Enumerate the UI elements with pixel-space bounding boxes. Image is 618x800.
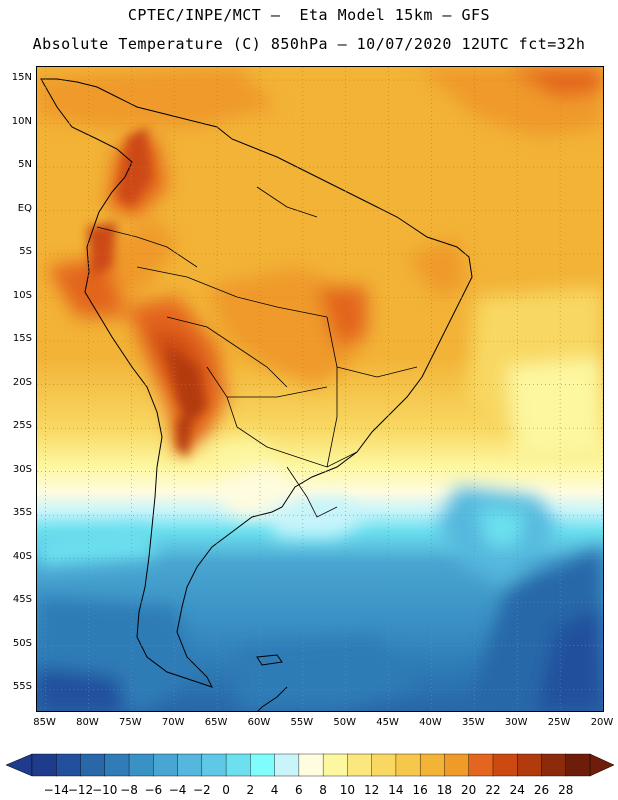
- colorbar-swatch: [274, 753, 300, 777]
- latitude-label: 10N: [11, 115, 32, 127]
- colorbar-tick-label: −4: [168, 783, 187, 797]
- colorbar-swatch: [468, 753, 494, 777]
- colorbar-swatch: [492, 753, 518, 777]
- colorbar-tick-label: −14: [43, 783, 69, 797]
- latitude-label: 45S: [12, 594, 32, 606]
- chart-subtitle: Absolute Temperature (C) 850hPa – 10/07/…: [32, 35, 586, 53]
- longitude-label: 80W: [76, 717, 99, 728]
- colorbar-tick-label: 2: [246, 783, 255, 797]
- colorbar-swatch: [565, 753, 591, 777]
- colorbar-swatch: [225, 753, 252, 777]
- latitude-label: 35S: [12, 507, 32, 519]
- colorbar-tick-label: −6: [144, 783, 163, 797]
- latitude-label: 5N: [18, 159, 32, 171]
- graticule: [37, 67, 603, 711]
- colorbar-high-arrow: [589, 753, 615, 777]
- colorbar-swatch: [347, 753, 373, 777]
- colorbar-swatch: [395, 753, 421, 777]
- longitude-label: 70W: [161, 717, 185, 728]
- coastline: [40, 78, 473, 711]
- longitude-label: 65W: [204, 717, 228, 728]
- temperature-map: [37, 67, 603, 711]
- colorbar-tick-label: 14: [388, 783, 404, 797]
- colorbar-tick-label: 28: [558, 783, 574, 797]
- colorbar-swatch: [56, 753, 82, 777]
- colorbar-swatch: [517, 753, 543, 777]
- colorbar-tick-label: 6: [295, 783, 303, 797]
- colorbar-tick-label: 4: [270, 783, 279, 797]
- latitude-label: 20S: [12, 376, 32, 388]
- colorbar-swatch: [419, 753, 446, 777]
- colorbar-tick-label: 0: [222, 783, 230, 797]
- colorbar-tick-label: 18: [436, 783, 453, 797]
- colorbar-swatch: [250, 753, 276, 777]
- chart-title: CPTEC/INPE/MCT – Eta Model 15km – GFS: [127, 6, 491, 24]
- longitude-label: 40W: [419, 717, 442, 728]
- longitude-label: 25W: [547, 717, 571, 728]
- colorbar-tick-label: 22: [485, 783, 501, 797]
- longitude-label: 50W: [333, 717, 357, 728]
- colorbar-swatch: [444, 753, 470, 777]
- colorbar-tick-label: 20: [461, 783, 477, 797]
- colorbar-tick-label: 24: [509, 783, 525, 797]
- country-borders: [96, 186, 418, 518]
- map-frame: [36, 66, 604, 712]
- colorbar-tick-label: −10: [92, 783, 118, 797]
- colorbar-tick-label: 12: [364, 783, 380, 797]
- longitude-label: 45W: [376, 717, 399, 728]
- longitude-label: 55W: [290, 717, 314, 728]
- colorbar-tick-label: 8: [319, 783, 327, 797]
- colorbar-swatch: [80, 753, 106, 777]
- longitude-label: 30W: [504, 717, 528, 728]
- land-warm-features: [87, 127, 207, 457]
- colorbar-swatch: [31, 753, 57, 777]
- latitude-label: 25S: [12, 420, 32, 432]
- latitude-label: 15S: [12, 333, 32, 345]
- latitude-label: 50S: [12, 637, 32, 649]
- longitude-label: 20W: [590, 717, 614, 728]
- latitude-label: 15N: [11, 72, 32, 84]
- latitude-label: 30S: [12, 463, 32, 475]
- colorbar-tick-label: 10: [339, 783, 356, 797]
- latitude-label: EQ: [17, 202, 32, 214]
- colorbar-swatch: [298, 753, 324, 777]
- colorbar: [5, 753, 615, 777]
- colorbar-swatch: [201, 753, 227, 777]
- colorbar-swatch: [322, 753, 349, 777]
- longitude-label: 35W: [462, 717, 485, 728]
- colorbar-tick-label: 16: [412, 783, 428, 797]
- colorbar-swatch: [153, 753, 179, 777]
- colorbar-swatch: [104, 753, 130, 777]
- latitude-label: 10S: [12, 289, 32, 301]
- latitude-label: 5S: [19, 246, 32, 258]
- longitude-label: 60W: [247, 717, 271, 728]
- colorbar-swatch: [371, 753, 397, 777]
- colorbar-swatch: [177, 753, 203, 777]
- colorbar-tick-label: −8: [120, 783, 138, 797]
- latitude-label: 40S: [12, 550, 32, 562]
- colorbar-low-arrow: [5, 753, 33, 777]
- longitude-label: 85W: [33, 717, 56, 728]
- longitude-label: 75W: [119, 717, 142, 728]
- latitude-label: 55S: [12, 681, 32, 693]
- colorbar-tick-label: −2: [192, 783, 211, 797]
- colorbar-swatch: [128, 753, 155, 777]
- colorbar-tick-label: −12: [67, 783, 94, 797]
- colorbar-tick-label: 26: [533, 783, 550, 797]
- colorbar-swatch: [541, 753, 567, 777]
